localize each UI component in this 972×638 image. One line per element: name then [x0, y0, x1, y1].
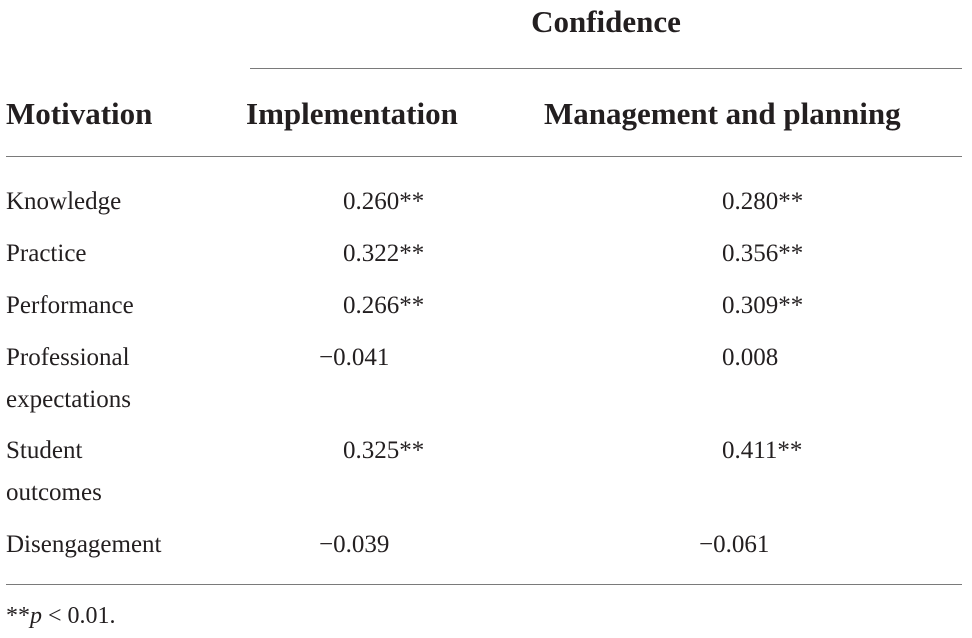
row-label: Practice	[6, 240, 87, 267]
header-rule	[6, 156, 962, 157]
cell-implementation: 0.266**	[343, 292, 425, 319]
row-label: Knowledge	[6, 188, 122, 215]
cell-management: −0.061	[699, 531, 770, 558]
table-footnote: **p < 0.01.	[6, 598, 116, 634]
group-header-rule	[250, 68, 962, 69]
row-label: Disengagement	[6, 531, 162, 558]
footnote-stars: **	[6, 603, 30, 629]
cell-implementation: −0.039	[319, 531, 390, 558]
row-label-continuation: outcomes	[6, 479, 102, 506]
table-bottom-rule	[6, 584, 962, 585]
cell-management: 0.008	[722, 344, 779, 371]
footnote-p-symbol: p	[30, 603, 42, 629]
row-label: Student	[6, 437, 83, 464]
cell-implementation: 0.322**	[343, 240, 425, 267]
cell-management: 0.411**	[722, 437, 803, 464]
cell-implementation: 0.260**	[343, 188, 425, 215]
cell-implementation: −0.041	[319, 344, 390, 371]
row-label: Professional	[6, 344, 130, 371]
column-header-implementation: Implementation	[246, 96, 458, 131]
cell-management: 0.356**	[722, 240, 804, 267]
group-header-confidence: Confidence	[531, 4, 681, 39]
row-label-continuation: expectations	[6, 386, 131, 413]
cell-management: 0.280**	[722, 188, 804, 215]
column-header-motivation: Motivation	[6, 96, 153, 131]
footnote-threshold: < 0.01.	[42, 603, 116, 629]
cell-management: 0.309**	[722, 292, 804, 319]
row-label: Performance	[6, 292, 134, 319]
column-header-management: Management and planning	[544, 96, 901, 131]
cell-implementation: 0.325**	[343, 437, 425, 464]
